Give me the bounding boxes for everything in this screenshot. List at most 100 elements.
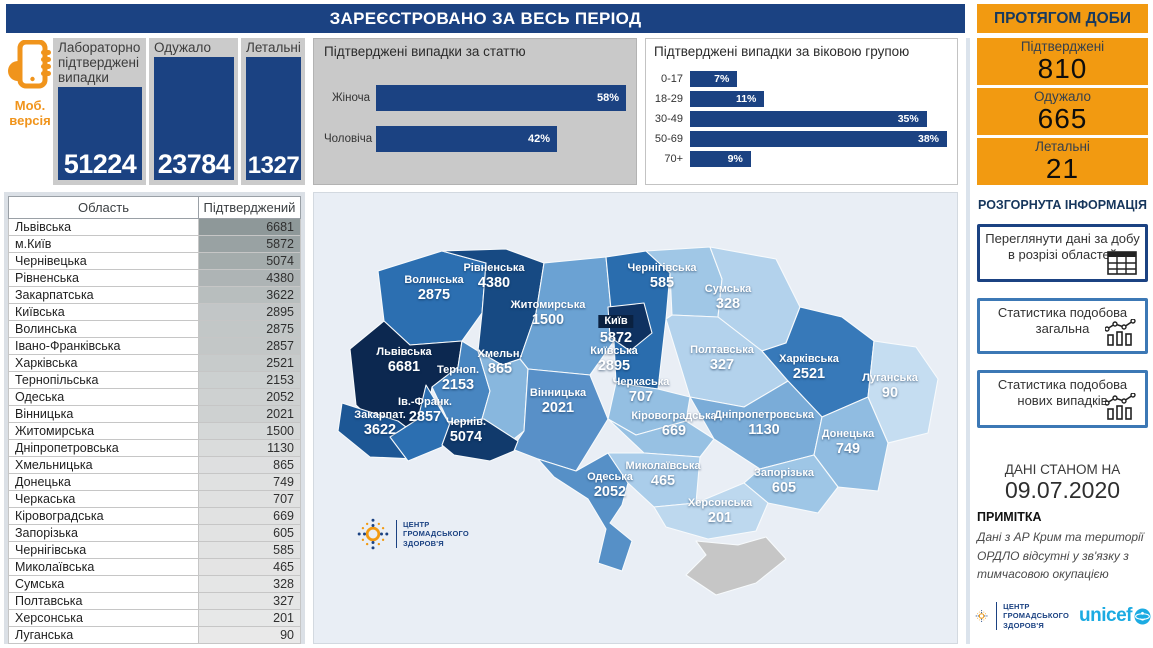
bar-18-29[interactable]: 11% — [690, 91, 765, 107]
map-region-Чернівецька[interactable] — [441, 418, 519, 462]
daily-title: ПРОТЯГОМ ДОБИ — [994, 9, 1131, 27]
map-region-Одеська[interactable] — [537, 452, 633, 572]
region-table: Область Підтверджений Львівська 6681 м.Киї… — [8, 196, 301, 644]
region-value-cell: 201 — [198, 609, 301, 627]
czh-logo-text-line3: ЗДОРОВ'Я — [1003, 620, 1044, 630]
table-row[interactable]: Закарпатська 3622 — [8, 286, 301, 304]
region-value-cell: 749 — [198, 473, 301, 491]
region-name-cell: Дніпропетровська — [8, 439, 199, 457]
table-row[interactable]: Запорізька 605 — [8, 524, 301, 542]
button-hourly-stats-new[interactable]: Статистика подобова нових випадків — [977, 370, 1148, 428]
public-health-center-icon — [975, 610, 988, 622]
bar-value-label: 9% — [727, 153, 743, 165]
region-name-cell: Тернопільська — [8, 371, 199, 389]
region-name-cell: Полтавська — [8, 592, 199, 610]
bar-row-Чоловіча: Чоловіча 42% — [324, 126, 626, 152]
table-row[interactable]: Донецька 749 — [8, 473, 301, 491]
table-row[interactable]: Київська 2895 — [8, 303, 301, 321]
table-row[interactable]: м.Київ 5872 — [8, 235, 301, 253]
table-row[interactable]: Одеська 2052 — [8, 388, 301, 406]
bar-Жіноча[interactable]: 58% — [376, 85, 626, 111]
daily-confirmed-label: Підтверджені — [1020, 39, 1105, 54]
gender-chart-bars: Жіноча 58% Чоловіча 42% — [324, 85, 626, 152]
table-row[interactable]: Житомирська 1500 — [8, 422, 301, 440]
table-row[interactable]: Тернопільська 2153 — [8, 371, 301, 389]
bar-row-30-49: 30-49 35% — [654, 111, 947, 127]
region-name-cell: Донецька — [8, 473, 199, 491]
table-row[interactable]: Чернігівська 585 — [8, 541, 301, 559]
column-header-confirmed[interactable]: Підтверджений — [198, 196, 301, 219]
daily-deaths-value: 21 — [1045, 152, 1080, 184]
bar-30-49[interactable]: 35% — [690, 111, 927, 127]
bar-row-0-17: 0-17 7% — [654, 71, 947, 87]
region-value-cell: 327 — [198, 592, 301, 610]
region-name-cell: Кіровоградська — [8, 507, 199, 525]
table-row[interactable]: Львівська 6681 — [8, 218, 301, 236]
bar-50-69[interactable]: 38% — [690, 131, 947, 147]
table-row[interactable]: Дніпропетровська 1130 — [8, 439, 301, 457]
watermark-text-line1: ЦЕНТР — [403, 519, 430, 529]
table-row[interactable]: Полтавська 327 — [8, 592, 301, 610]
region-value-cell: 2521 — [198, 354, 301, 372]
table-row[interactable]: Вінницька 2021 — [8, 405, 301, 423]
table-row[interactable]: Черкаська 707 — [8, 490, 301, 508]
page-title: ЗАРЕЄСТРОВАНО ЗА ВЕСЬ ПЕРІОД — [329, 8, 642, 28]
watermark-text-line2: ГРОМАДСЬКОГО — [403, 529, 469, 539]
region-value-cell: 585 — [198, 541, 301, 559]
daily-recovered-value: 665 — [1037, 102, 1088, 134]
bar-Чоловіча[interactable]: 42% — [376, 126, 558, 152]
total-deaths-value: 1327 — [247, 152, 300, 179]
region-name-cell: Запорізька — [8, 524, 199, 542]
region-name-cell: Херсонська — [8, 609, 199, 627]
daily-recovered-label: Одужало — [1033, 89, 1092, 104]
note-text: Дані з АР Крим та території ОРДЛО відсут… — [977, 530, 1144, 582]
unicef-wordmark: unicef — [1079, 605, 1132, 626]
chart-icon — [1105, 319, 1136, 346]
region-name-cell: Харківська — [8, 354, 199, 372]
daily-confirmed-card: Підтверджені 810 — [977, 38, 1148, 85]
button-hourly-stats-total[interactable]: Статистика подобова загальна — [977, 298, 1148, 354]
table-row[interactable]: Сумська 328 — [8, 575, 301, 593]
table-row[interactable]: Миколаївська 465 — [8, 558, 301, 576]
total-deaths-card: Летальні 1327 — [241, 38, 305, 185]
total-recovered-value: 23784 — [157, 149, 231, 179]
table-row[interactable]: Харківська 2521 — [8, 354, 301, 372]
bar-value-label: 35% — [897, 113, 919, 125]
bar-category-label: 18-29 — [654, 93, 683, 105]
bar-70+[interactable]: 9% — [690, 151, 751, 167]
column-header-region[interactable]: Область — [8, 196, 199, 219]
total-confirmed-card: Лабораторно підтверджені випадки 51224 — [53, 38, 146, 185]
region-value-cell: 6681 — [198, 218, 301, 236]
daily-header-bar: ПРОТЯГОМ ДОБИ — [977, 4, 1148, 33]
unicef-logo: unicef — [1079, 605, 1151, 627]
region-value-cell: 2895 — [198, 303, 301, 321]
region-value-cell: 2021 — [198, 405, 301, 423]
table-row[interactable]: Івано-Франківська 2857 — [8, 337, 301, 355]
table-row[interactable]: Чернівецька 5074 — [8, 252, 301, 270]
table-row[interactable]: Хмельницька 865 — [8, 456, 301, 474]
mobile-version-link[interactable]: Моб. версія — [6, 39, 54, 129]
table-icon — [1107, 251, 1137, 275]
region-name-cell: Черкаська — [8, 490, 199, 508]
bar-track: 42% — [376, 126, 626, 152]
table-row[interactable]: Луганська 90 — [8, 626, 301, 644]
table-row[interactable]: Рівненська 4380 — [8, 269, 301, 287]
total-confirmed-label: Лабораторно підтверджені випадки — [58, 40, 141, 86]
bar-track: 9% — [690, 151, 947, 167]
region-name-cell: Одеська — [8, 388, 199, 406]
table-row[interactable]: Кіровоградська 669 — [8, 507, 301, 525]
table-row[interactable]: Волинська 2875 — [8, 320, 301, 338]
bar-0-17[interactable]: 7% — [690, 71, 738, 87]
table-row[interactable]: Херсонська 201 — [8, 609, 301, 627]
bar-value-label: 38% — [917, 133, 939, 145]
region-name-cell: Хмельницька — [8, 456, 199, 474]
bar-value-label: 7% — [714, 73, 730, 85]
region-value-cell: 2153 — [198, 371, 301, 389]
region-value-cell: 605 — [198, 524, 301, 542]
map-region-Херсонська[interactable] — [653, 482, 769, 540]
bar-track: 11% — [690, 91, 947, 107]
button-daily-by-region[interactable]: Переглянути дані за добу в розрізі облас… — [977, 224, 1148, 282]
total-recovered-label: Одужало — [154, 40, 212, 55]
watermark-text-line3: ЗДОРОВ'Я — [403, 538, 444, 548]
age-chart-title: Підтверджені випадки за віковою групою — [654, 44, 910, 59]
